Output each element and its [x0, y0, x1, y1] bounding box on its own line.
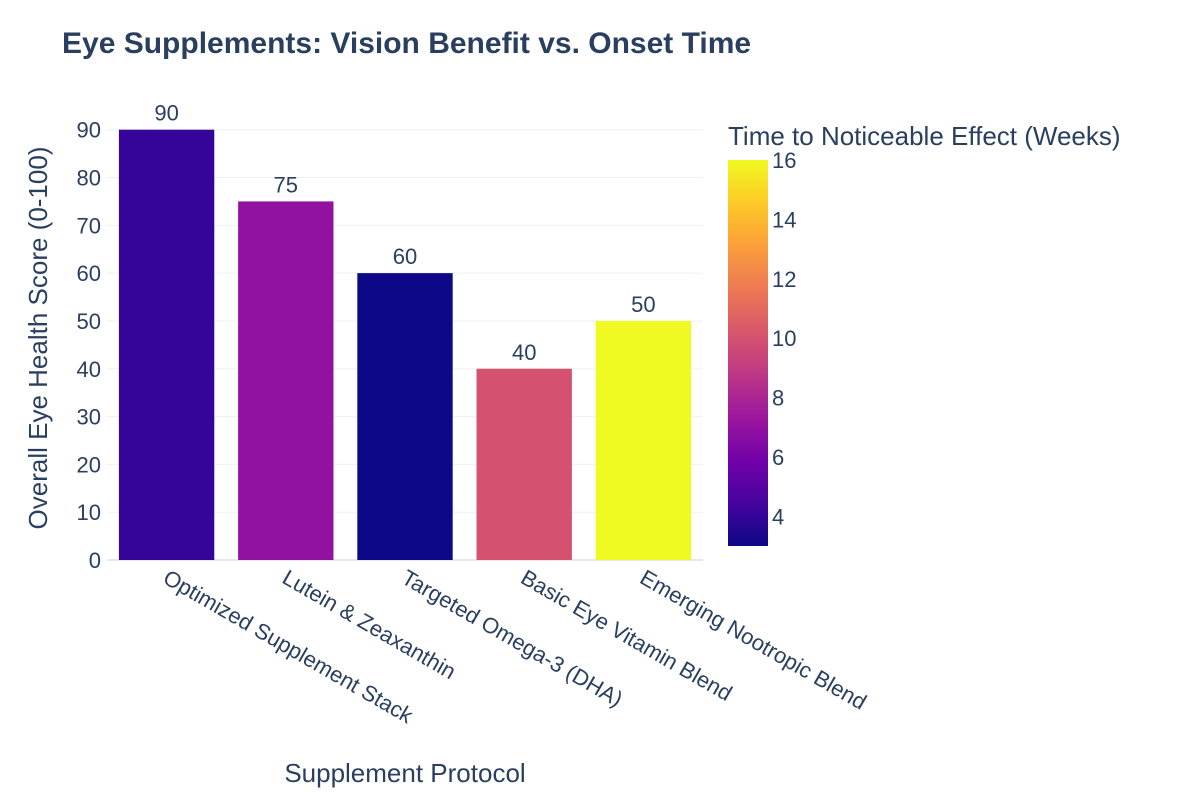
colorbar-tick-label: 4 [772, 504, 784, 529]
y-tick-label: 20 [77, 452, 101, 477]
y-axis-title: Overall Eye Health Score (0-100) [23, 147, 53, 530]
x-axis-title: Supplement Protocol [284, 758, 525, 788]
data-label: 75 [274, 172, 298, 197]
y-tick-label: 80 [77, 166, 101, 191]
y-tick-label: 0 [89, 548, 101, 573]
x-tick-label: Targeted Omega-3 (DHA) [398, 565, 628, 712]
x-tick-label: Basic Eye Vitamin Blend [517, 565, 737, 706]
data-labels: 90 75 60 40 50 [154, 101, 655, 365]
bars [118, 129, 692, 560]
data-label: 40 [512, 340, 536, 365]
chart-title: Eye Supplements: Vision Benefit vs. Onse… [62, 27, 751, 60]
y-axis-ticks: 0 10 20 30 40 50 60 70 80 90 [77, 118, 101, 573]
colorbar-gradient [728, 160, 768, 546]
bar [595, 320, 692, 560]
y-tick-label: 40 [77, 357, 101, 382]
colorbar-tick-label: 12 [772, 267, 796, 292]
y-tick-label: 90 [77, 118, 101, 143]
colorbar-tick-label: 8 [772, 386, 784, 411]
colorbar-title: Time to Noticeable Effect (Weeks) [728, 121, 1121, 151]
colorbar-tick-label: 6 [772, 445, 784, 470]
colorbar-tick-label: 14 [772, 207, 796, 232]
bar [357, 273, 453, 560]
y-tick-label: 30 [77, 405, 101, 430]
y-tick-label: 50 [77, 309, 101, 334]
y-tick-label: 10 [77, 500, 101, 525]
bar [238, 201, 334, 560]
y-tick-label: 60 [77, 261, 101, 286]
data-label: 50 [631, 292, 655, 317]
colorbar-tick-label: 10 [772, 326, 796, 351]
y-tick-label: 70 [77, 213, 101, 238]
bar [118, 129, 215, 560]
colorbar: Time to Noticeable Effect (Weeks) 4 6 8 10 1… [728, 121, 1121, 546]
bar [476, 368, 572, 560]
data-label: 90 [154, 101, 178, 126]
data-label: 60 [393, 244, 417, 269]
colorbar-tick-label: 16 [772, 148, 796, 173]
x-tick-label: Emerging Nootropic Blend [636, 565, 871, 715]
